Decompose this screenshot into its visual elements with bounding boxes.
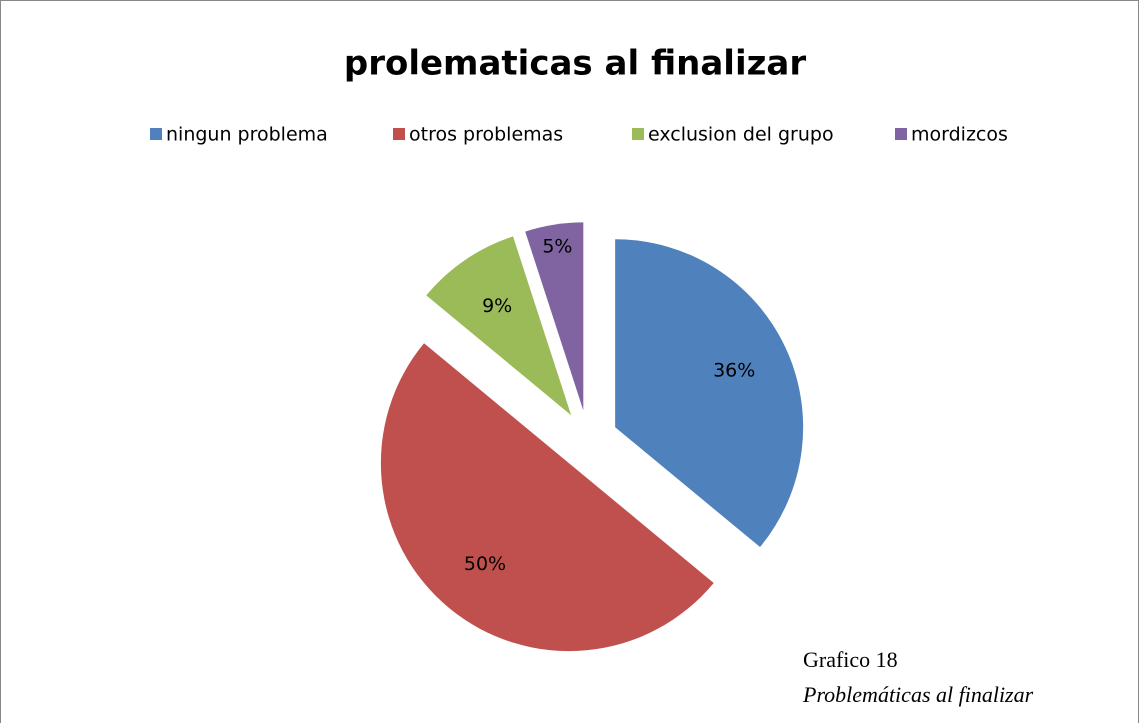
legend-label: otros problemas (409, 124, 563, 146)
pie-slice (380, 343, 714, 652)
pie-slice (426, 236, 572, 416)
pie-slice (615, 239, 804, 548)
legend-swatch (895, 128, 907, 140)
caption-number: Grafico 18 (803, 647, 898, 672)
data-label: 9% (482, 295, 512, 317)
legend-label: exclusion del grupo (648, 124, 834, 146)
legend-label: ningun problema (166, 124, 328, 146)
data-label: 36% (713, 360, 755, 382)
data-label: 5% (542, 235, 572, 257)
chart-title: prolematicas al finalizar (344, 44, 806, 84)
legend-swatch (150, 128, 162, 140)
caption-title: Problemáticas al finalizar (802, 682, 1034, 707)
legend-label: mordizcos (911, 124, 1008, 146)
pie-slice (525, 222, 584, 411)
legend-swatch (632, 128, 644, 140)
data-label: 50% (464, 553, 506, 575)
legend-swatch (393, 128, 405, 140)
